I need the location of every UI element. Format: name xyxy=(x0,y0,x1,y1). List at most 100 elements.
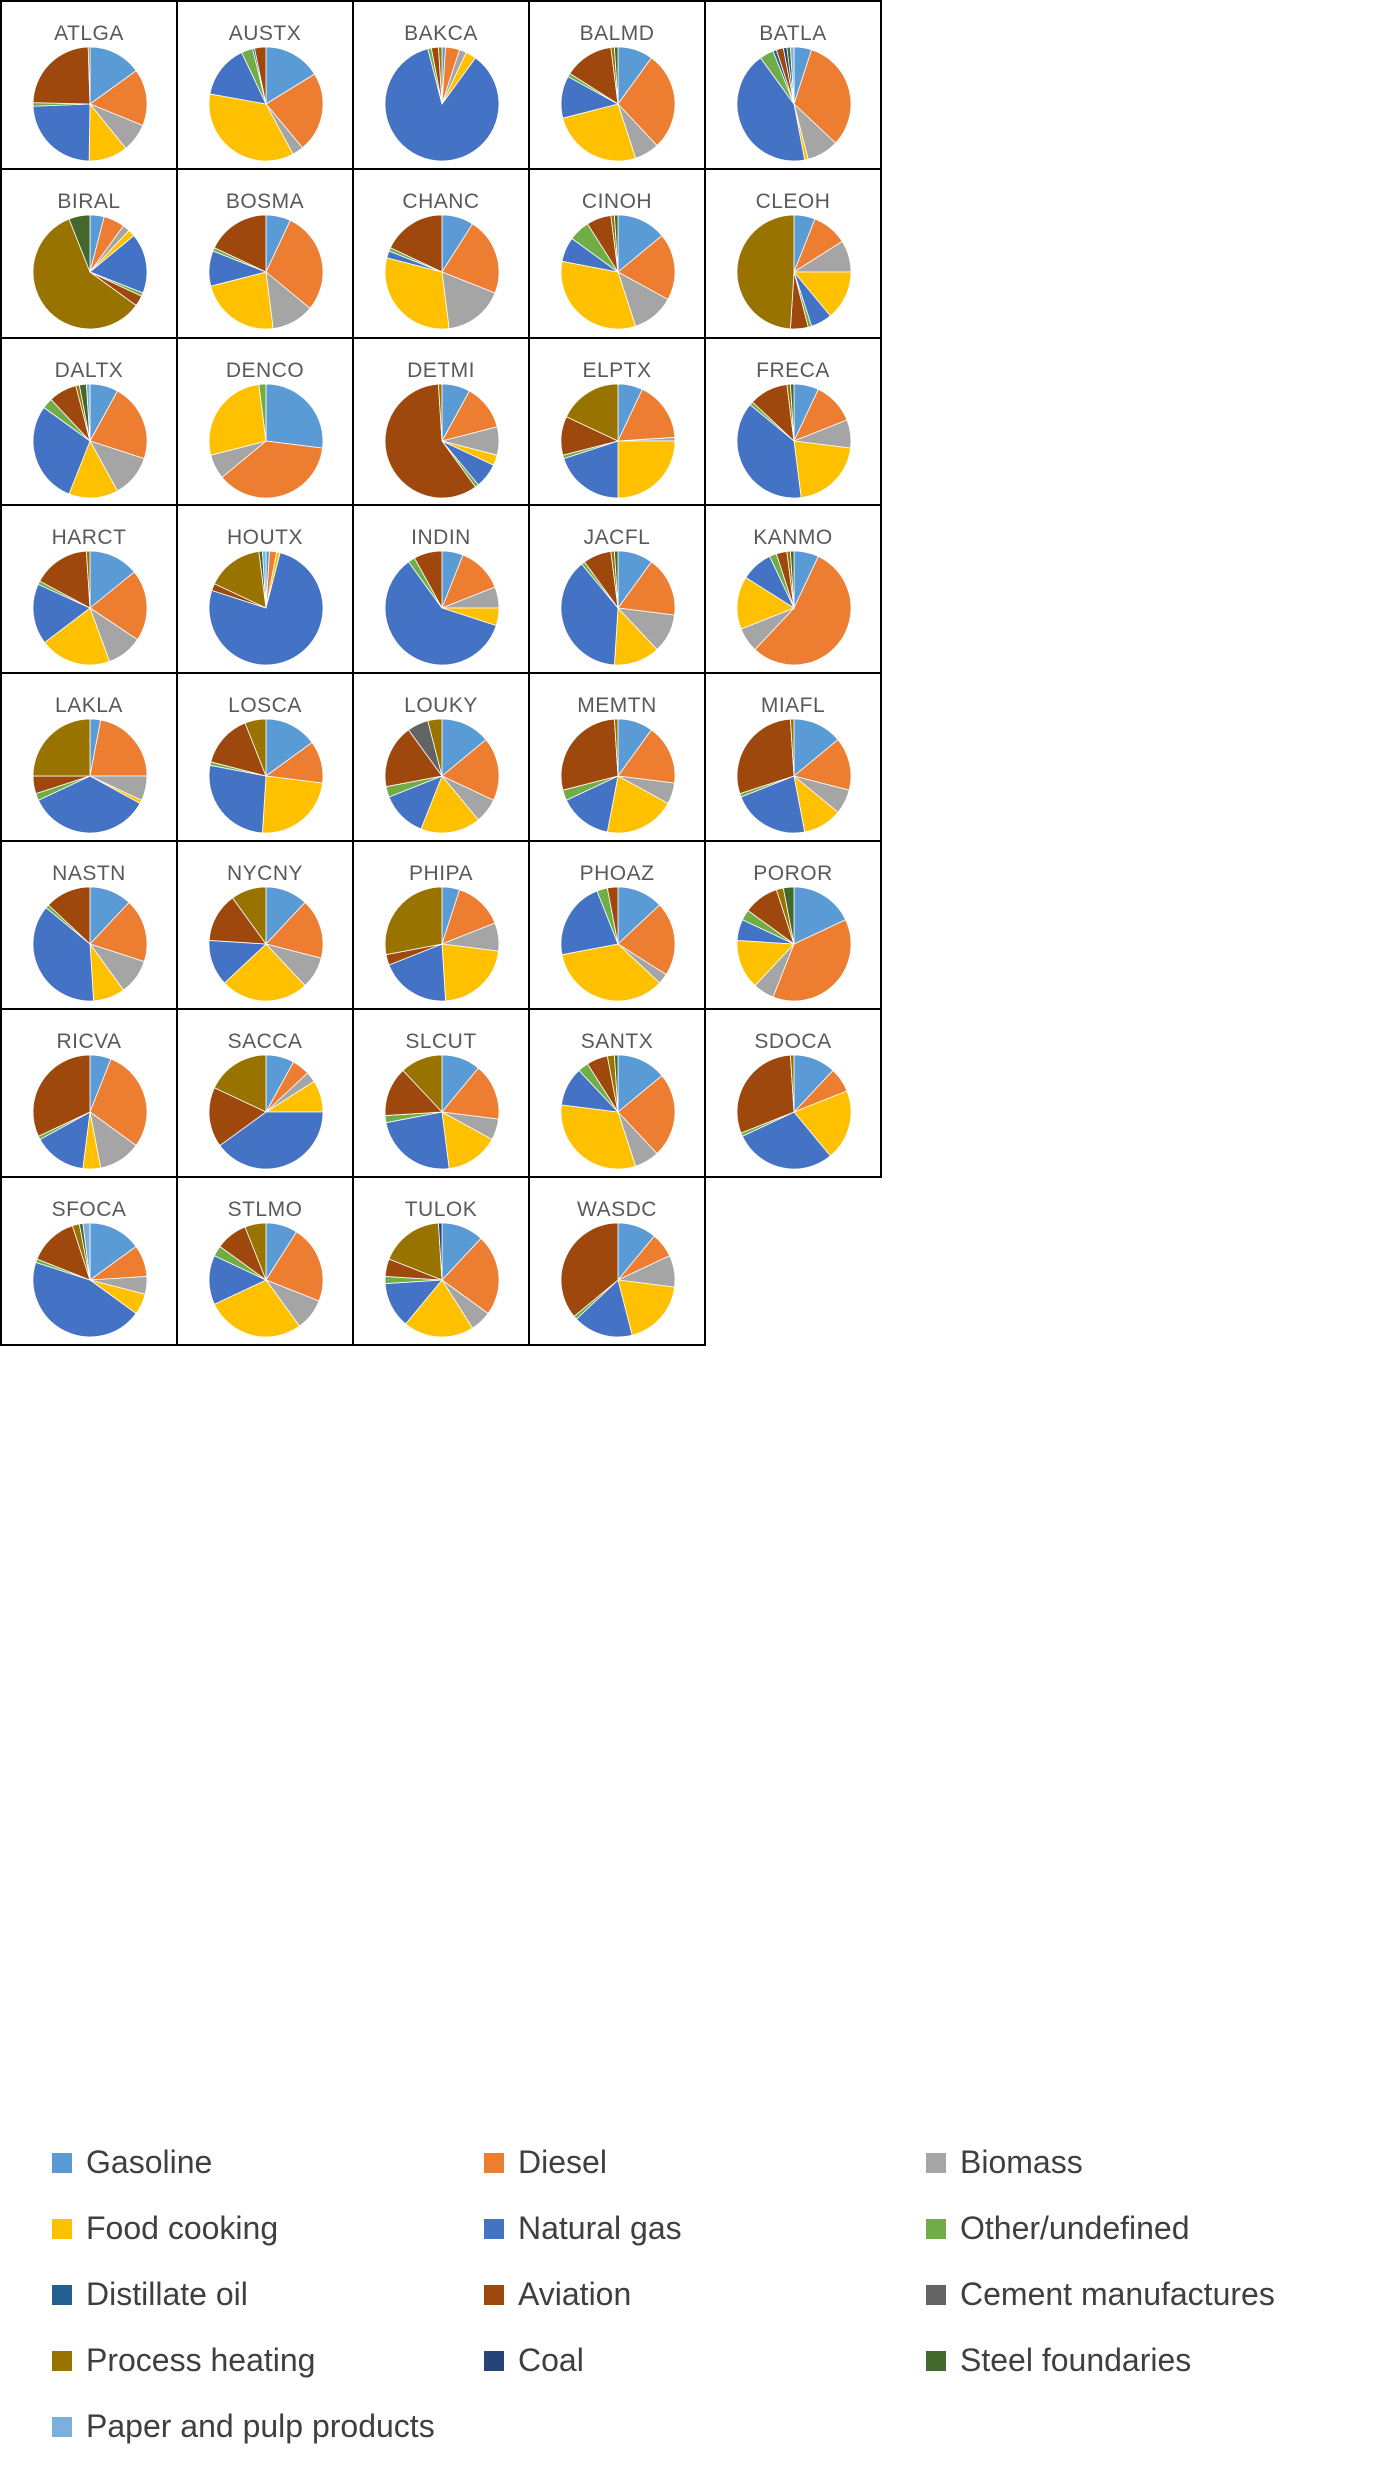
legend-label: Gasoline xyxy=(86,2144,213,2180)
pie-slice-process-heating xyxy=(32,218,137,330)
pie-slice-food-cooking xyxy=(562,103,637,162)
pie-slice-process-heating xyxy=(736,214,795,330)
pie-title: PHIPA xyxy=(409,862,473,885)
pie-slice-diesel xyxy=(793,739,852,791)
pie-slice-natural-gas xyxy=(563,440,619,499)
pie-slice-food-cooking xyxy=(213,1279,301,1338)
pie-svg xyxy=(736,383,852,499)
pie-svg xyxy=(384,550,500,666)
legend-swatch xyxy=(484,2284,504,2305)
pie-chart-harct: HARCT xyxy=(0,504,178,674)
pie-slice-diesel xyxy=(89,571,148,641)
pie-svg xyxy=(384,383,500,499)
pie-svg xyxy=(384,718,500,834)
legend-label: Other/undefined xyxy=(960,2210,1190,2246)
pie-chart-sacca: SACCA xyxy=(176,1008,354,1178)
pie-slice-food-cooking xyxy=(617,440,676,499)
pie-title: POROR xyxy=(753,862,833,885)
pie-title: ELPTX xyxy=(582,359,652,382)
pie-svg xyxy=(560,718,676,834)
pie-slice-process-heating xyxy=(244,718,267,777)
pie-slice-diesel xyxy=(617,729,676,784)
pie-svg xyxy=(208,718,324,834)
pie-slice-diesel xyxy=(441,223,500,294)
legend-swatch xyxy=(484,2218,504,2239)
pie-chart-losca: LOSCA xyxy=(176,672,354,842)
legend-item-process-heating: Process heating xyxy=(52,2342,315,2379)
pie-slice-aviation xyxy=(213,214,267,273)
pie-slice-paper-and-pulp-products xyxy=(789,46,795,105)
pie-slice-food-cooking xyxy=(560,1104,637,1170)
pie-slice-diesel xyxy=(265,1231,324,1302)
pie-slice-process-heating xyxy=(244,1222,267,1281)
pie-slice-process-heating xyxy=(32,718,91,777)
pie-title: SFOCA xyxy=(51,1198,127,1221)
legend-label: Distillate oil xyxy=(86,2276,248,2312)
legend-item-diesel: Diesel xyxy=(484,2144,607,2181)
pie-slice-coal xyxy=(437,1222,443,1281)
legend-item-natural-gas: Natural gas xyxy=(484,2210,682,2247)
legend-label: Biomass xyxy=(960,2144,1083,2180)
pie-title: SLCUT xyxy=(405,1030,477,1053)
pie-slice-diesel xyxy=(265,901,324,959)
pie-chart-indin: INDIN xyxy=(352,504,530,674)
pie-slice-diesel xyxy=(617,904,676,976)
pie-slice-biomass xyxy=(441,271,496,329)
pie-svg xyxy=(32,383,148,499)
pie-title: JACFL xyxy=(583,526,651,549)
pie-slice-diesel xyxy=(617,235,676,301)
pie-slice-steel-foundaries xyxy=(782,886,795,945)
pie-slice-natural-gas xyxy=(32,406,91,495)
pie-slice-gasoline xyxy=(265,46,316,105)
pie-chart-atlga: ATLGA xyxy=(0,0,178,170)
legend-label: Natural gas xyxy=(518,2210,682,2246)
pie-slice-diesel xyxy=(89,901,148,963)
pie-slice-food-cooking xyxy=(223,943,306,1002)
pie-svg xyxy=(384,886,500,1002)
pie-chart-nastn: NASTN xyxy=(0,840,178,1010)
pie-slice-diesel xyxy=(89,70,148,127)
pie-svg xyxy=(208,886,324,1002)
pie-chart-stlmo: STLMO xyxy=(176,1176,354,1346)
pie-svg xyxy=(384,46,500,162)
pie-slice-gasoline xyxy=(89,550,135,609)
pie-slice-diesel xyxy=(441,739,500,801)
pie-chart-denco: DENCO xyxy=(176,337,354,506)
pie-chart-balmd: BALMD xyxy=(528,0,706,170)
pie-slice-aviation xyxy=(208,1087,267,1147)
legend-label: Steel foundaries xyxy=(960,2342,1192,2378)
pie-slice-diesel xyxy=(221,440,323,499)
pie-title: BAKCA xyxy=(404,22,478,45)
pie-title: LOSCA xyxy=(228,694,302,717)
pie-slice-natural-gas xyxy=(560,563,619,666)
legend-label: Coal xyxy=(518,2342,584,2378)
pie-slice-aviation xyxy=(560,718,619,791)
pie-slice-food-cooking xyxy=(606,775,669,834)
pie-title: AUSTX xyxy=(228,22,302,45)
pie-slice-food-cooking xyxy=(441,943,499,1002)
legend-swatch xyxy=(926,2218,946,2239)
pie-svg xyxy=(208,383,324,499)
pie-slice-diesel xyxy=(441,1067,500,1120)
legend-label: Aviation xyxy=(518,2276,632,2312)
pie-slice-process-heating xyxy=(85,550,91,609)
pie-slice-food-cooking xyxy=(560,260,637,330)
pie-slice-aviation xyxy=(32,46,91,105)
pie-title: PHOAZ xyxy=(579,862,655,885)
pie-slice-natural-gas xyxy=(740,775,806,834)
pie-slice-steel-foundaries xyxy=(789,383,795,442)
pie-slice-food-cooking xyxy=(261,775,323,834)
pie-svg xyxy=(560,550,676,666)
pie-slice-steel-foundaries xyxy=(613,1054,619,1113)
pie-chart-memtn: MEMTN xyxy=(528,672,706,842)
pie-chart-slcut: SLCUT xyxy=(352,1008,530,1178)
pie-chart-detmi: DETMI xyxy=(352,337,530,506)
legend-item-biomass: Biomass xyxy=(926,2144,1083,2181)
pie-slice-natural-gas xyxy=(560,890,619,956)
pie-slice-gasoline xyxy=(89,1222,137,1281)
pie-slice-process-heating xyxy=(437,46,443,105)
legend-item-aviation: Aviation xyxy=(484,2276,631,2313)
pie-slice-diesel xyxy=(265,73,324,149)
pie-slice-natural-gas xyxy=(37,775,141,834)
pie-svg xyxy=(736,550,852,666)
